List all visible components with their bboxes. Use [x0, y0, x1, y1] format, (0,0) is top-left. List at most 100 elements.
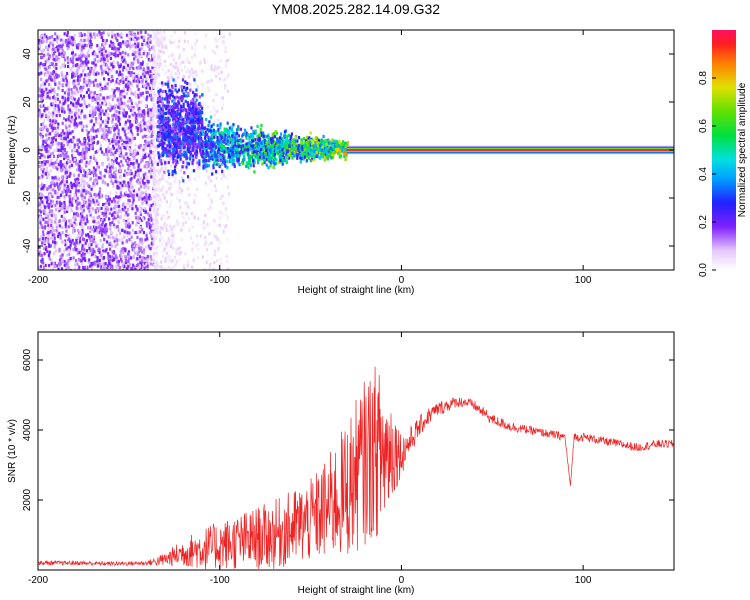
spectrogram-cell [75, 45, 79, 49]
spectrogram-cell [187, 162, 191, 166]
spectrogram-cell [43, 48, 46, 52]
spectrogram-cell [63, 203, 67, 207]
spectrogram-cell [73, 215, 76, 220]
spectrogram-cell [138, 219, 141, 223]
spectrogram-cell [150, 79, 153, 83]
spectrogram-cell [51, 43, 55, 47]
spectrogram-cell [59, 203, 62, 208]
spectrogram-cell [174, 132, 177, 136]
spectrogram-cell [126, 193, 129, 197]
spectrogram-cell [98, 30, 101, 34]
spectrogram-cell [145, 196, 148, 200]
spectrogram-cell [145, 232, 148, 236]
spectrogram-cell [92, 200, 95, 204]
spectrogram-cell [50, 259, 53, 263]
spectrogram-cell [192, 137, 195, 141]
spectrogram-cell [140, 30, 143, 34]
spectrogram-cell [61, 259, 65, 264]
spectrogram-cell [180, 60, 183, 64]
spectrogram-cell [171, 170, 174, 174]
spectrogram-cell [191, 160, 194, 165]
spectrogram-cell [60, 52, 64, 56]
spectrogram-cell [152, 140, 155, 144]
spectrogram-cell [107, 32, 111, 36]
spectrogram-cell [181, 176, 184, 180]
spectrogram-cell [69, 252, 72, 256]
spectrogram-cell [106, 195, 109, 199]
spectrogram-cell [148, 86, 151, 90]
spectrogram-cell [187, 111, 190, 116]
spectrogram-cell [181, 75, 185, 79]
spectrogram-cell [188, 193, 191, 197]
spectrogram-cell [146, 70, 149, 74]
spectrogram-cell [160, 162, 163, 166]
spectrogram-cell [92, 136, 96, 140]
spectrogram-cell [167, 100, 170, 104]
spectrogram-cell [45, 149, 48, 153]
spectrogram-cell [56, 195, 59, 200]
spectrogram-cell [138, 65, 141, 69]
spectrogram-cell [212, 218, 215, 222]
spectrogram-cell [96, 230, 99, 235]
spectrogram-cell [63, 196, 66, 200]
spectrogram-cell [96, 33, 99, 37]
spectrogram-cell [108, 261, 111, 266]
spectrogram-cell [46, 204, 49, 208]
spectrogram-cell [158, 95, 161, 99]
spectrogram-cell [117, 142, 120, 146]
spectrogram-cell [220, 177, 223, 181]
spectrogram-cell [118, 208, 121, 212]
spectrogram-cell [164, 147, 168, 151]
spectrogram-cell [183, 94, 186, 98]
spectrogram-cell [178, 121, 182, 126]
spectrogram-cell [146, 264, 149, 268]
spectrogram-cell [53, 64, 56, 68]
spectrogram-cell [174, 78, 177, 82]
spectrogram-cell [156, 112, 159, 116]
spectrogram-cell [147, 128, 151, 132]
spectrogram-cell [89, 177, 92, 181]
spectrogram-cell [111, 137, 114, 142]
spectrogram-cell [46, 197, 49, 201]
spectrogram-cell [139, 210, 142, 214]
spectrogram-cell [169, 62, 172, 67]
spectrogram-cell [203, 60, 206, 64]
spectrogram-cell [46, 91, 49, 96]
spectrogram-cell [41, 94, 44, 98]
spectrogram-cell [186, 135, 189, 139]
spectrogram-cell [111, 199, 114, 204]
spectrogram-cell [141, 119, 144, 123]
spectrogram-cell [197, 217, 200, 221]
spectrogram-cell [161, 67, 164, 71]
spectrogram-cell [137, 87, 140, 92]
spectrogram-cell [188, 82, 191, 86]
spectrogram-cell [75, 189, 78, 193]
spectrogram-cell [77, 138, 80, 142]
spectrogram-cell [166, 95, 170, 99]
spectrogram-cell [59, 233, 62, 237]
spectrogram-cell [125, 219, 128, 224]
spectrogram-cell [88, 264, 92, 268]
spectrogram-cell [121, 108, 124, 112]
spectrogram-cell [210, 200, 214, 204]
spectrogram-cell [83, 63, 86, 68]
spectrogram-cell [167, 237, 170, 241]
spectrogram-cell [52, 96, 55, 100]
spectrogram-cell [101, 267, 104, 270]
spectrogram-cell [134, 230, 137, 235]
spectrogram-cell [48, 61, 51, 65]
spectrogram-cell [135, 95, 138, 99]
spectrogram-cell [46, 107, 49, 111]
spectrogram-cell [67, 225, 70, 229]
spectrogram-cell [63, 134, 66, 139]
spectrogram-cell [180, 115, 183, 120]
spectrogram-cell [137, 173, 140, 177]
spectrogram-cell [137, 123, 140, 127]
spectrogram-cell [174, 72, 177, 76]
spectrogram-cell [66, 43, 69, 48]
spectrogram-cell [171, 106, 174, 110]
spectrogram-cell [157, 107, 160, 111]
spectrogram-cell [172, 225, 175, 229]
spectrogram-cell [160, 243, 163, 247]
spectrogram-cell [81, 246, 84, 251]
